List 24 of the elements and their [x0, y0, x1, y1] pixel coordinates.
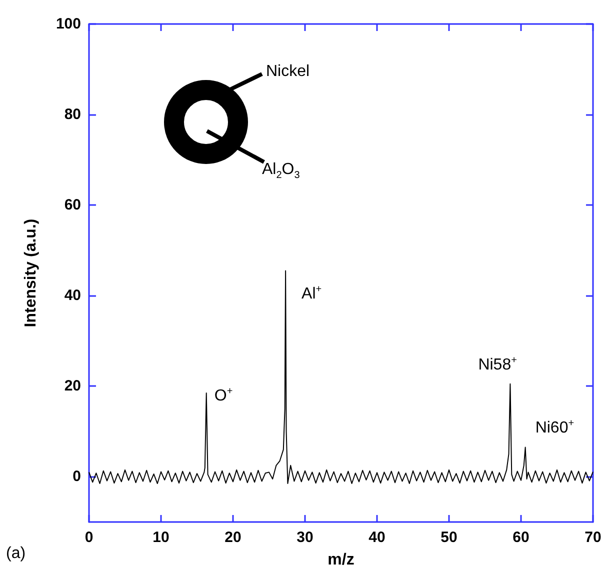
y-tick-label: 20 [64, 378, 81, 395]
x-tick-label: 20 [224, 529, 242, 546]
y-tick-label: 100 [56, 16, 81, 32]
text: (a) [6, 545, 26, 562]
y-axis-title: Intensity (a.u.) [22, 218, 40, 328]
line-series [88, 270, 594, 484]
annotation: Nickel [266, 63, 310, 80]
y-tick-label: 80 [64, 106, 81, 124]
annotation: Ni58$^{+}$ [478, 354, 517, 374]
annotation: Al$_{2}$O$_{3}$ [262, 161, 300, 182]
y-tick-label: 0 [72, 468, 81, 486]
annotation: Ni60$^{+}$ [535, 418, 574, 437]
y-tick-label: 60 [64, 196, 81, 214]
annotation: O$^{+}$ [214, 386, 233, 404]
x-tick-label: 0 [84, 529, 94, 546]
x-tick-label: 10 [152, 529, 170, 546]
x-tick-label: 40 [368, 529, 386, 546]
x-tick-label: 30 [296, 529, 314, 546]
x-tick-label: 50 [440, 529, 458, 546]
x-tick-label: 60 [512, 529, 530, 546]
annotation: Al$^{+}$ [302, 284, 322, 302]
x-axis-title: m/z [328, 552, 354, 568]
y-tick-label: 40 [64, 287, 81, 304]
x-tick-label: 70 [584, 529, 602, 546]
